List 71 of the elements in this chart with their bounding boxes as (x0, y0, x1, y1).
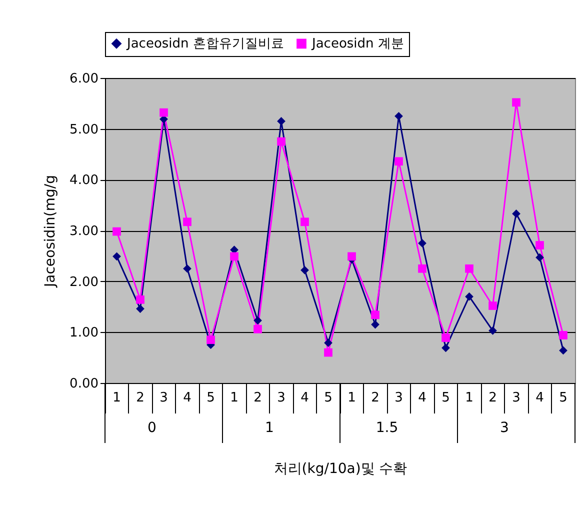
point (442, 344, 450, 352)
point (206, 336, 215, 344)
point (254, 316, 262, 325)
x-tick-label: 3 (160, 390, 168, 406)
point (559, 331, 568, 340)
point (418, 239, 426, 248)
point (254, 324, 262, 334)
legend-label: Jaceosidn 혼합유기질비료 (126, 36, 284, 52)
x-tick-label: 4 (418, 390, 426, 406)
point (394, 157, 403, 166)
text: 1 (265, 420, 274, 436)
x-axis-title: 처리(kg/10a)및 수확 (274, 461, 408, 477)
point (324, 338, 332, 348)
x-tick-label: 1 (230, 390, 238, 406)
point (277, 137, 286, 146)
point (394, 112, 403, 120)
point (512, 98, 520, 107)
point (112, 252, 121, 261)
point (112, 227, 121, 236)
y-tick-label: 4.00 (70, 173, 98, 188)
y-tick-label: 0.00 (70, 376, 98, 392)
x-tick-label: 5 (206, 390, 215, 406)
y-tick-label: 6.00 (70, 72, 98, 86)
point (371, 310, 380, 320)
point (136, 295, 144, 304)
x-tick-label: 4 (536, 390, 544, 406)
y-tick-label: 3.00 (70, 224, 98, 239)
y-axis-title: Jaceosidin(mg/g (42, 174, 59, 288)
point (230, 252, 238, 261)
x-tick-label: 2 (371, 390, 380, 406)
x-tick-label: 1 (348, 390, 356, 406)
point (348, 252, 356, 261)
text: 0 (148, 420, 156, 436)
x-tick-label: 3 (512, 390, 520, 406)
point (160, 108, 168, 117)
x-tick-label: 2 (254, 390, 262, 406)
point (277, 117, 286, 126)
point (442, 334, 450, 342)
x-tick-label: 4 (300, 390, 309, 406)
point (183, 264, 192, 273)
x-tick-label: 3 (277, 390, 286, 406)
y-tick-label: 5.00 (70, 122, 98, 138)
point (300, 218, 309, 226)
x-tick-label: 2 (488, 390, 497, 406)
text: 1.5 (376, 420, 398, 436)
x-tick-label: 2 (136, 390, 144, 406)
x-tick-label: 5 (324, 390, 332, 406)
x-tick-label: 1 (465, 390, 474, 406)
x-tick-label: 4 (183, 390, 192, 406)
point (536, 241, 544, 250)
y-tick-label: 1.00 (70, 326, 98, 341)
x-tick-label: 1 (112, 390, 121, 406)
point (465, 292, 474, 301)
y-tick-label: 2.00 (70, 274, 98, 290)
x-tick-label: 3 (394, 390, 403, 406)
point (418, 264, 426, 273)
point (465, 264, 474, 273)
point (559, 346, 568, 355)
point (300, 266, 309, 274)
point (536, 253, 544, 262)
point (324, 348, 332, 357)
legend-label: Jaceosidn 계분 (311, 36, 404, 52)
text: 3 (500, 420, 509, 436)
x-tick-label: 5 (442, 390, 450, 406)
point (488, 302, 497, 310)
point (512, 210, 520, 218)
point (183, 218, 192, 226)
point (136, 304, 144, 313)
point (371, 320, 380, 329)
point (488, 326, 497, 335)
x-tick-label: 5 (559, 390, 568, 406)
